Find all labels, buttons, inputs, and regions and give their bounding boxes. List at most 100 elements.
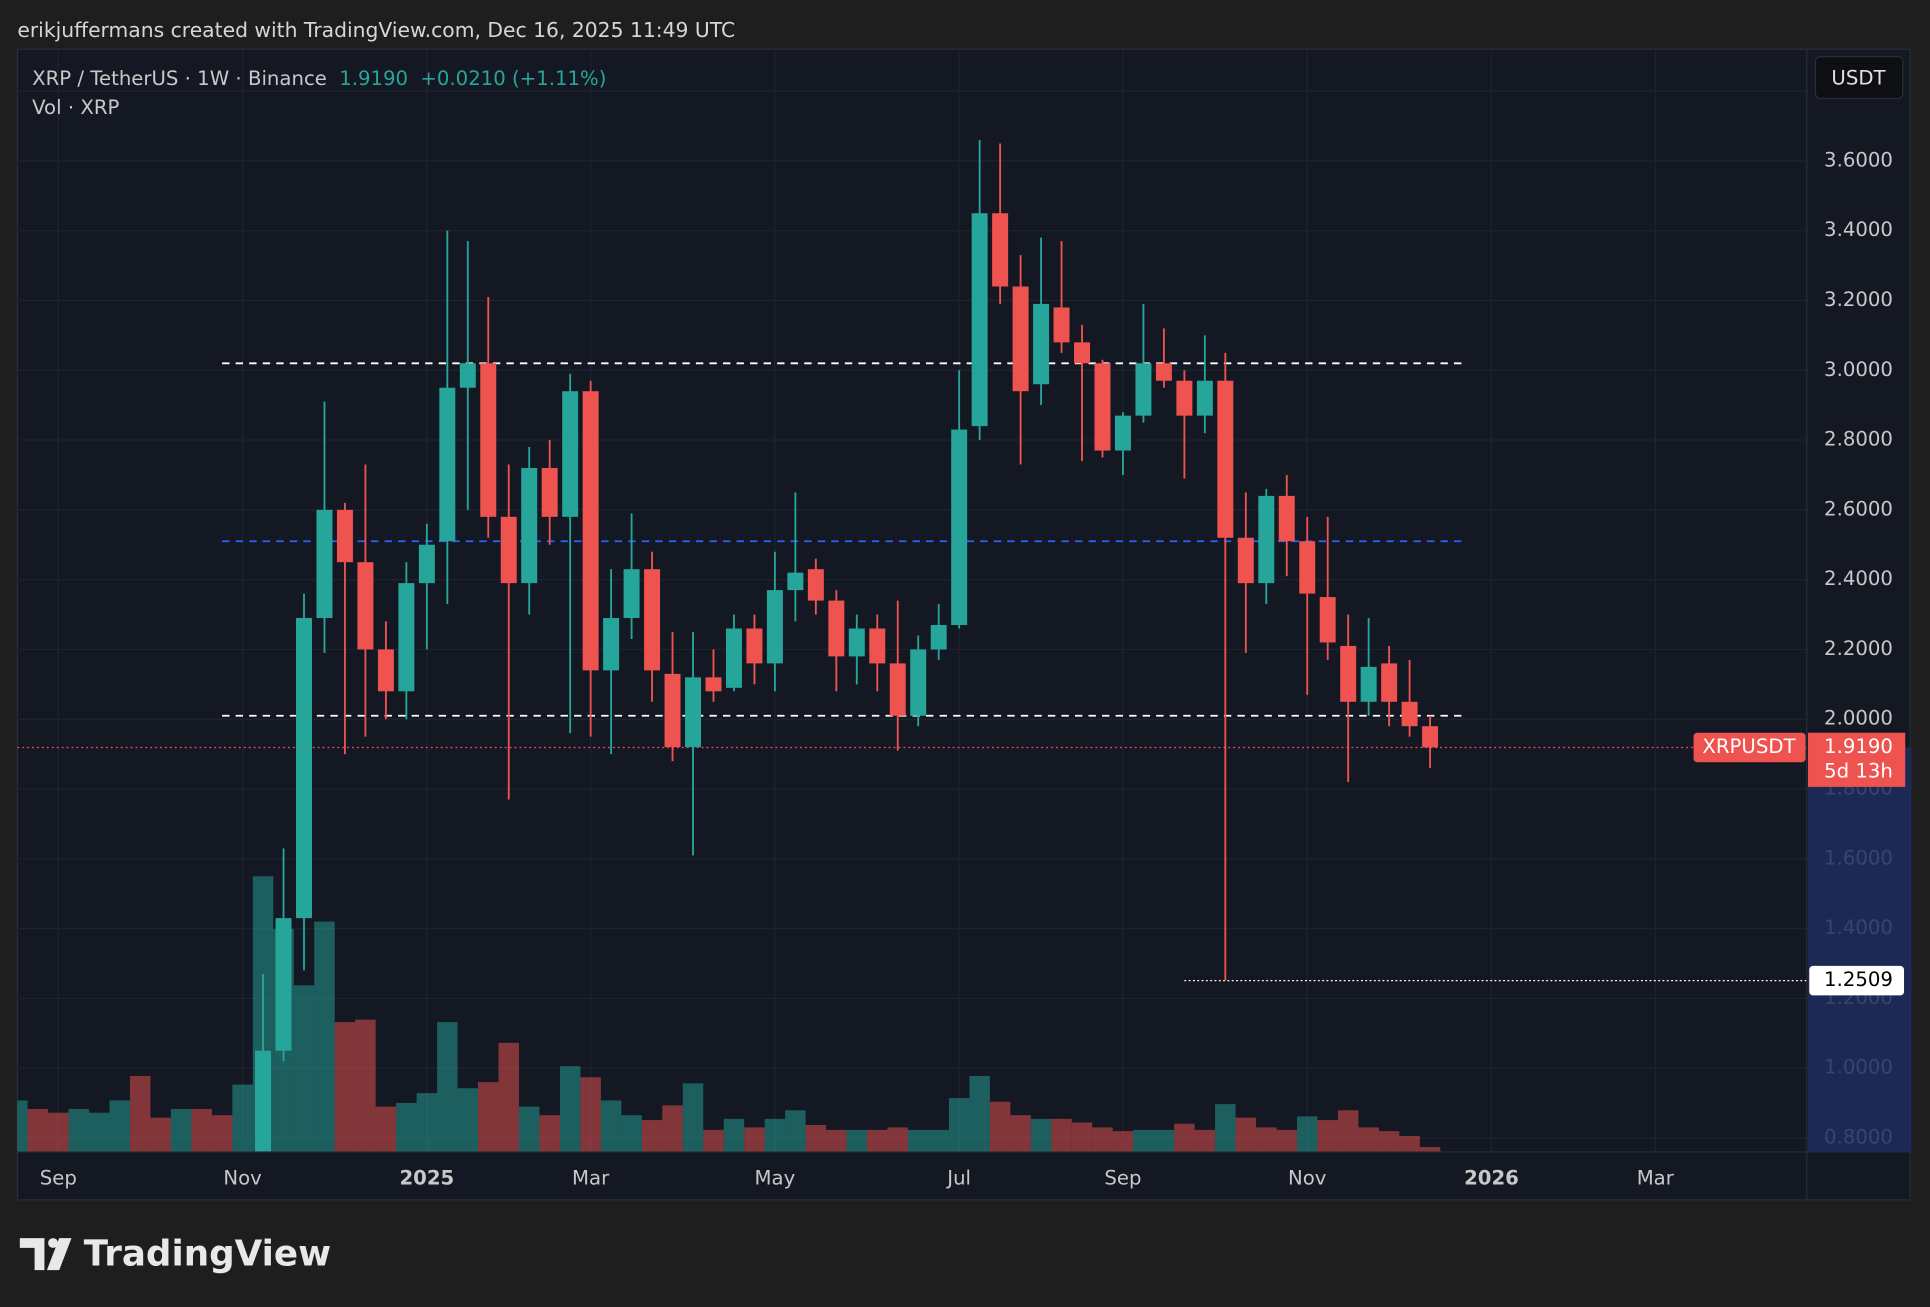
candle-body bbox=[1258, 495, 1275, 584]
countdown-label: 5d 13h bbox=[1824, 760, 1893, 783]
volume-bar bbox=[498, 1042, 519, 1152]
candle-body bbox=[316, 509, 333, 619]
volume-bar bbox=[600, 1100, 622, 1152]
volume-bar bbox=[375, 1106, 397, 1152]
candle-body bbox=[1135, 363, 1152, 416]
volume-bar bbox=[1153, 1129, 1175, 1152]
volume-bar bbox=[1194, 1129, 1216, 1152]
volume-bar bbox=[1235, 1117, 1257, 1152]
y-tick-label: 2.2000 bbox=[1824, 637, 1893, 660]
volume-bar bbox=[682, 1083, 704, 1152]
price-label: 1.9190 bbox=[1824, 735, 1893, 758]
candle-body bbox=[889, 663, 906, 716]
candle-body bbox=[807, 569, 824, 601]
volume-bar bbox=[867, 1129, 888, 1152]
volume-bar bbox=[129, 1075, 151, 1152]
y-tick-label: 3.4000 bbox=[1824, 218, 1893, 241]
volume-bar bbox=[989, 1101, 1011, 1152]
candle-body bbox=[582, 391, 599, 671]
candle-body bbox=[766, 590, 783, 664]
candle-body bbox=[869, 628, 886, 664]
volume-bar bbox=[478, 1082, 499, 1152]
volume-bar bbox=[437, 1022, 458, 1152]
candle-body bbox=[377, 649, 394, 692]
candle-body bbox=[664, 673, 681, 748]
y-tick-label: 2.6000 bbox=[1824, 497, 1893, 520]
volume-bar bbox=[744, 1127, 765, 1152]
y-tick-label: 2.8000 bbox=[1824, 428, 1893, 451]
volume-bar bbox=[559, 1066, 581, 1152]
volume-bar bbox=[785, 1110, 806, 1152]
volume-bar bbox=[1092, 1127, 1113, 1152]
y-tick-label: 3.0000 bbox=[1824, 358, 1893, 381]
candle-body bbox=[1422, 726, 1439, 748]
low-marker-tag bbox=[1809, 965, 1905, 996]
volume-bar bbox=[662, 1105, 683, 1152]
candle-body bbox=[930, 625, 947, 650]
volume-bar bbox=[1071, 1122, 1093, 1152]
symbol-label: XRPUSDT bbox=[1702, 735, 1796, 758]
volume-bar bbox=[293, 985, 315, 1152]
candle-body bbox=[1278, 495, 1295, 542]
volume-bar bbox=[1256, 1127, 1277, 1152]
volume-bar bbox=[518, 1106, 540, 1152]
candle-body bbox=[1340, 645, 1357, 702]
candle-body bbox=[1012, 286, 1029, 392]
candle-body bbox=[992, 213, 1009, 287]
legend-price: 1.9190 bbox=[339, 66, 408, 89]
currency-label[interactable]: USDT bbox=[1831, 66, 1886, 89]
volume-bar bbox=[334, 1022, 356, 1152]
volume-bar bbox=[641, 1120, 663, 1152]
candle-body bbox=[951, 429, 968, 626]
candle-body bbox=[1155, 363, 1172, 381]
volume-bar bbox=[89, 1112, 110, 1152]
candle-body bbox=[541, 467, 558, 517]
volume-bar bbox=[928, 1129, 949, 1152]
low-marker-label: 1.2509 bbox=[1824, 968, 1893, 991]
volume-bar bbox=[723, 1118, 745, 1152]
candle-body bbox=[1401, 701, 1418, 727]
volume-bar bbox=[805, 1124, 827, 1152]
logo-mark bbox=[46, 1238, 72, 1271]
x-tick-label: Sep bbox=[1104, 1167, 1141, 1190]
volume-bar bbox=[27, 1109, 49, 1152]
candle-body bbox=[603, 618, 620, 671]
volume-bar bbox=[68, 1109, 90, 1152]
candle-body bbox=[848, 628, 865, 657]
symbol-tag bbox=[1693, 732, 1806, 763]
volume-bar bbox=[232, 1084, 253, 1152]
volume-bar bbox=[1174, 1123, 1195, 1152]
volume-bar bbox=[355, 1019, 376, 1152]
candle-body bbox=[357, 562, 374, 650]
header: erikjuffermans created with TradingView.… bbox=[17, 18, 735, 42]
logo-mark bbox=[19, 1238, 45, 1271]
legend-title: XRP / TetherUS · 1W · Binance bbox=[32, 66, 327, 89]
footer-brand: TradingView bbox=[84, 1233, 331, 1274]
candle-body bbox=[828, 600, 845, 657]
volume-bar bbox=[1358, 1127, 1379, 1152]
volume-bar bbox=[109, 1100, 130, 1152]
candle-body bbox=[1381, 663, 1398, 702]
candle-body bbox=[1053, 307, 1070, 343]
candle-body bbox=[725, 628, 742, 688]
volume-bar bbox=[48, 1112, 69, 1152]
candle-body bbox=[1217, 380, 1234, 538]
candle-body bbox=[1094, 363, 1111, 451]
candle-body bbox=[296, 618, 312, 919]
volume-bar bbox=[539, 1115, 560, 1152]
candle-body bbox=[1196, 380, 1213, 416]
candle-body bbox=[644, 569, 661, 671]
volume-bar bbox=[314, 921, 335, 1152]
volume-bar bbox=[1030, 1118, 1052, 1152]
candle-body bbox=[500, 516, 517, 584]
candle-body bbox=[1074, 342, 1090, 364]
currency-button[interactable] bbox=[1814, 55, 1904, 100]
candle-body bbox=[459, 363, 476, 388]
logo-mark bbox=[48, 1238, 58, 1248]
volume-bar bbox=[580, 1077, 601, 1152]
price-range-highlight bbox=[1808, 747, 1912, 1152]
volume-bar bbox=[1317, 1120, 1338, 1152]
volume-bar bbox=[416, 1093, 438, 1152]
candle-body bbox=[275, 918, 292, 1051]
